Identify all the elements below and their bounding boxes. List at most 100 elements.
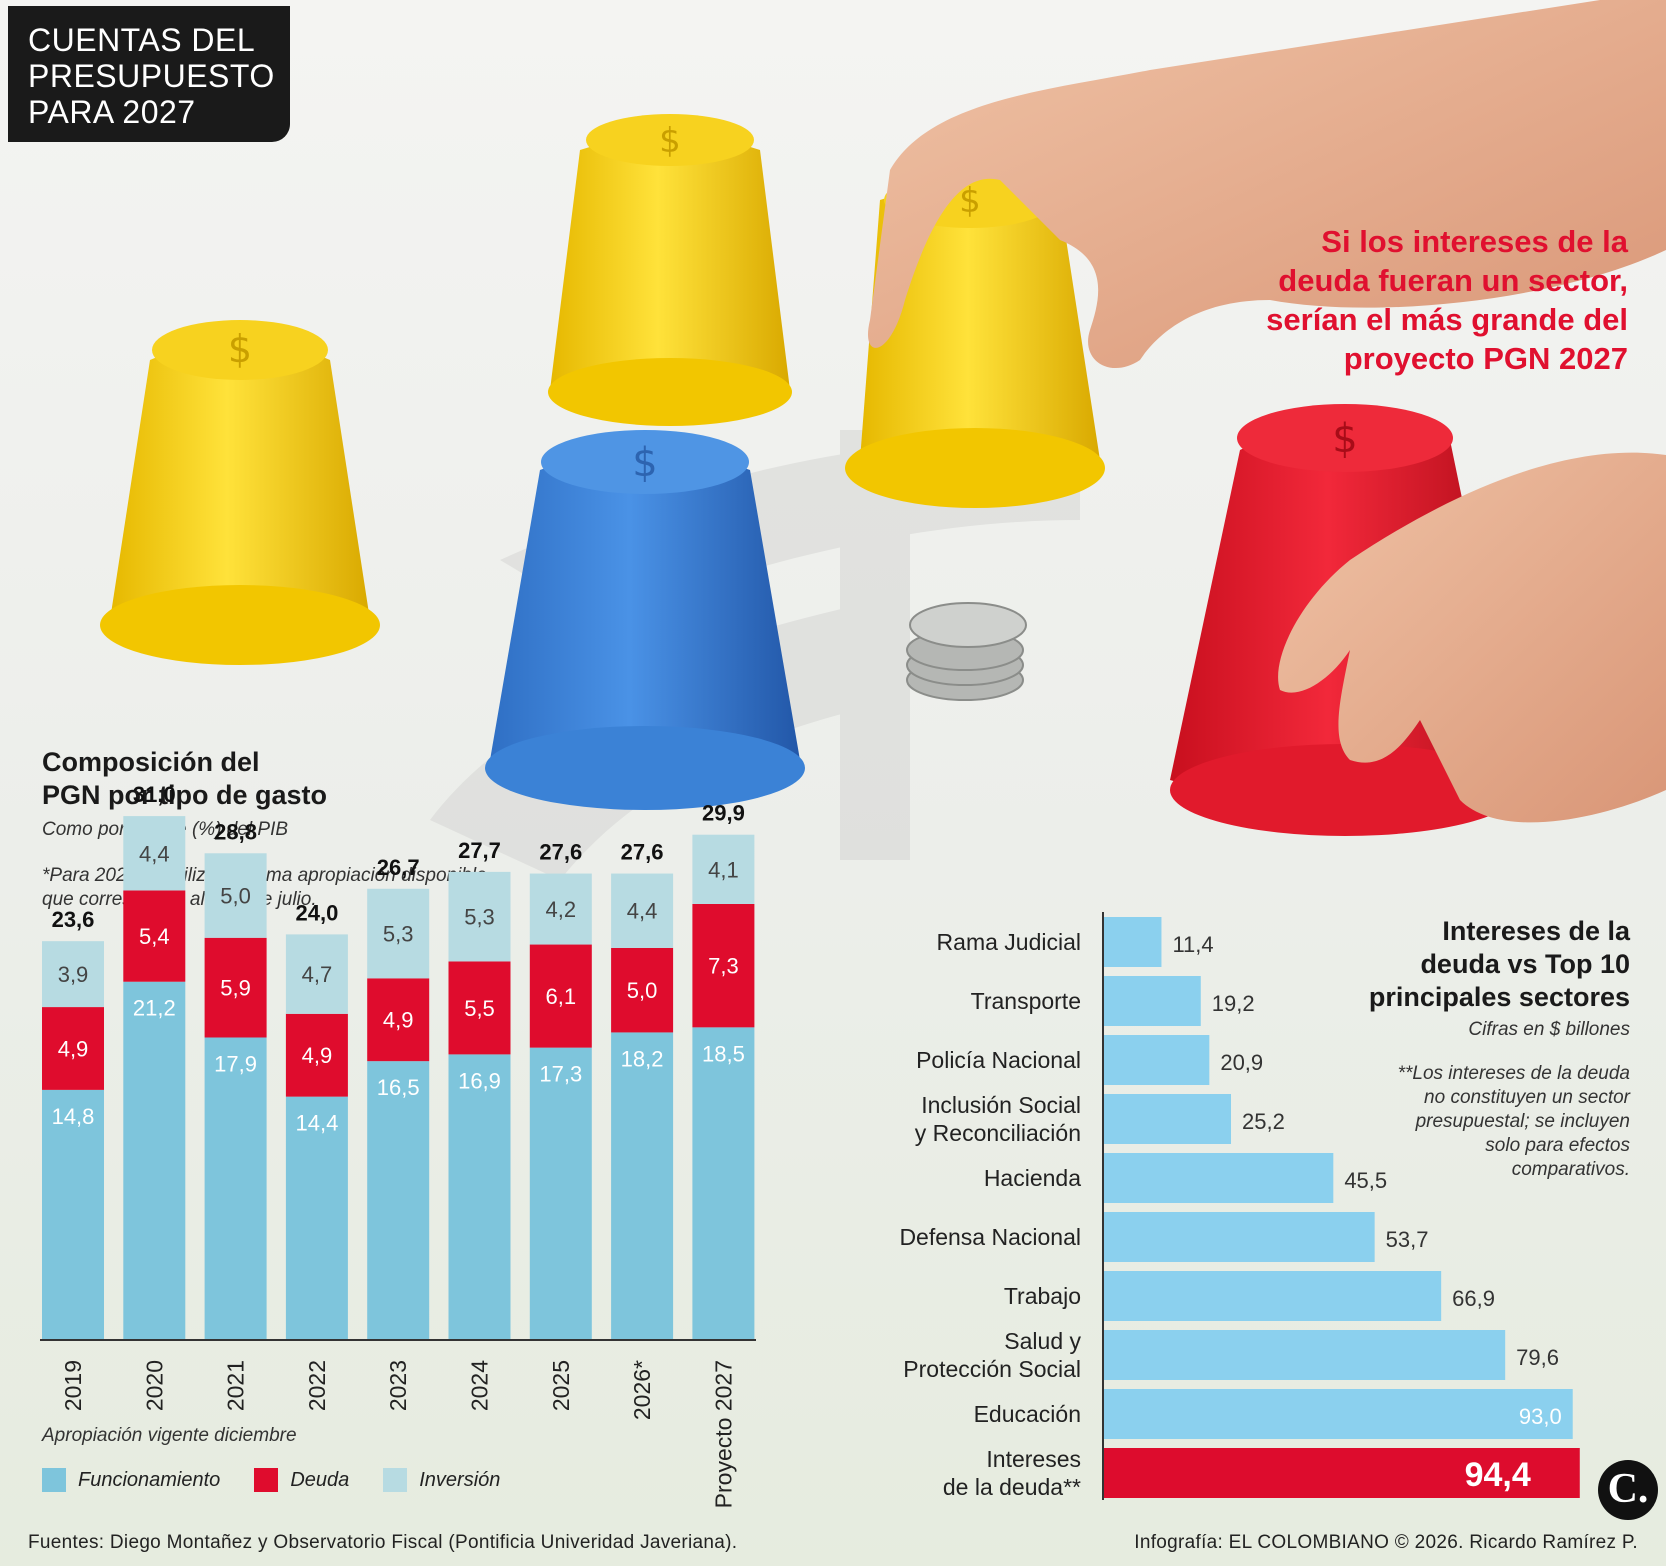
data-label: 14,8 xyxy=(52,1104,95,1129)
value-label: 25,2 xyxy=(1242,1109,1285,1134)
total-label: 28,8 xyxy=(214,819,257,844)
data-label: 18,5 xyxy=(702,1041,745,1066)
total-label: 27,7 xyxy=(458,838,501,863)
stacked-bar-segment xyxy=(285,934,348,1014)
data-label: 3,9 xyxy=(58,962,89,987)
stacked-bar-segment xyxy=(367,1061,430,1340)
right-chart-note-line: no constituyen un sector xyxy=(1424,1087,1630,1108)
data-label: 5,4 xyxy=(139,924,170,949)
data-label: 4,9 xyxy=(58,1036,89,1061)
footer-sources: Fuentes: Diego Montañez y Observatorio F… xyxy=(28,1532,738,1553)
x-tick-label: 2021 xyxy=(223,1360,249,1411)
legend-item-funcionamiento: Funcionamiento xyxy=(42,1468,220,1492)
legend-swatch-inversion xyxy=(383,1468,408,1492)
data-label: 4,4 xyxy=(627,899,658,924)
data-label: 17,9 xyxy=(214,1051,257,1076)
left-chart-footnote: Apropiación vigente diciembre xyxy=(42,1425,297,1446)
stacked-bar-segment xyxy=(123,816,186,891)
headline-line: proyecto PGN 2027 xyxy=(1343,341,1628,376)
data-label: 5,3 xyxy=(383,922,414,947)
data-label: 4,1 xyxy=(708,857,739,882)
data-label: 4,7 xyxy=(302,962,333,987)
data-label: 4,2 xyxy=(546,897,577,922)
legend-swatch-funcionamiento xyxy=(42,1468,66,1492)
sector-label: y Reconciliación xyxy=(915,1120,1081,1146)
right-chart-subtitle: Cifras en $ billones xyxy=(1468,1019,1630,1040)
total-label: 27,6 xyxy=(621,840,664,865)
value-label: 19,2 xyxy=(1212,991,1255,1016)
data-label: 4,4 xyxy=(139,841,170,866)
value-label: 94,4 xyxy=(1465,1456,1531,1494)
x-tick-label: 2024 xyxy=(467,1360,493,1411)
sector-label: Trabajo xyxy=(1004,1283,1081,1309)
data-label: 6,1 xyxy=(546,984,577,1009)
stacked-bar-segment xyxy=(285,1096,348,1340)
stacked-bar-segment xyxy=(692,834,755,904)
data-label: 17,3 xyxy=(539,1062,582,1087)
sector-label: Educación xyxy=(974,1401,1081,1427)
headline-line: serían el más grande del xyxy=(1266,302,1628,337)
stacked-bar-segment xyxy=(692,1027,755,1340)
stacked-bar-segment xyxy=(448,961,511,1055)
sector-bar xyxy=(1104,1153,1334,1203)
sector-label: Protección Social xyxy=(903,1356,1081,1382)
stacked-bar-segment xyxy=(448,871,511,962)
x-tick-label: 2026* xyxy=(629,1360,655,1420)
value-label: 11,4 xyxy=(1172,932,1213,957)
right-chart-note: **Los intereses de la deuda no constituy… xyxy=(1398,1062,1630,1182)
value-label: 45,5 xyxy=(1344,1168,1387,1193)
stacked-bar-segment xyxy=(529,873,592,945)
value-label: 20,9 xyxy=(1220,1050,1263,1075)
sector-label: Rama Judicial xyxy=(937,929,1081,955)
total-label: 27,6 xyxy=(539,840,582,865)
sector-label: de la deuda** xyxy=(943,1474,1081,1500)
data-label: 16,5 xyxy=(377,1075,420,1100)
stacked-bar-segment xyxy=(123,890,186,982)
data-label: 4,9 xyxy=(302,1043,333,1068)
right-chart-title-line: principales sectores xyxy=(1368,982,1630,1012)
legend-label: Deuda xyxy=(290,1468,350,1491)
stacked-bar-segment xyxy=(611,947,674,1033)
data-label: 7,3 xyxy=(708,954,739,979)
stacked-bar-segment xyxy=(123,981,186,1340)
footer-credit: Infografía: EL COLOMBIANO © 2026. Ricard… xyxy=(1134,1532,1638,1553)
value-label: 93,0 xyxy=(1519,1404,1562,1429)
x-tick-label: 2023 xyxy=(385,1360,411,1411)
sector-label: Hacienda xyxy=(984,1165,1081,1191)
stacked-bar-segment xyxy=(692,903,755,1028)
data-label: 4,9 xyxy=(383,1008,414,1033)
sector-bar xyxy=(1104,1330,1506,1380)
stacked-bar-segment xyxy=(529,1047,592,1340)
data-label: 18,2 xyxy=(621,1046,664,1071)
sector-bar xyxy=(1104,1094,1232,1144)
x-tick-label: 2025 xyxy=(548,1360,574,1411)
data-label: 5,3 xyxy=(464,905,495,930)
data-label: 5,0 xyxy=(627,978,658,1003)
total-label: 29,9 xyxy=(702,801,745,826)
sector-label: Intereses xyxy=(986,1446,1081,1472)
stacked-bar-segment xyxy=(367,978,430,1062)
x-tick-label: 2020 xyxy=(141,1360,167,1411)
x-tick-label: 2022 xyxy=(304,1360,330,1411)
left-chart-title-line: PGN por tipo de gasto xyxy=(42,780,328,810)
x-tick-label: 2019 xyxy=(60,1360,86,1411)
sector-label: Policía Nacional xyxy=(916,1047,1081,1073)
sector-bar xyxy=(1104,1212,1375,1262)
highlight-bar xyxy=(1104,1448,1580,1498)
right-chart-title-line: Intereses de la xyxy=(1442,916,1630,946)
sector-bar xyxy=(1104,976,1201,1026)
stacked-bar-segment xyxy=(529,944,592,1048)
header-line: CUENTAS DEL xyxy=(28,22,256,58)
right-chart-note-line: solo para efectos xyxy=(1485,1135,1630,1156)
value-label: 66,9 xyxy=(1452,1286,1495,1311)
data-label: 5,0 xyxy=(220,884,251,909)
sector-bar xyxy=(1104,1035,1210,1085)
stacked-bar-segment xyxy=(42,1089,104,1340)
sector-label: Transporte xyxy=(971,988,1081,1014)
stacked-bar-segment xyxy=(367,888,430,979)
right-chart-note-line: **Los intereses de la deuda xyxy=(1397,1063,1630,1084)
stacked-bar-segment xyxy=(448,1054,511,1340)
headline: Si los intereses de la deuda fueran un s… xyxy=(1068,222,1628,378)
header-line: PARA 2027 xyxy=(28,94,196,130)
